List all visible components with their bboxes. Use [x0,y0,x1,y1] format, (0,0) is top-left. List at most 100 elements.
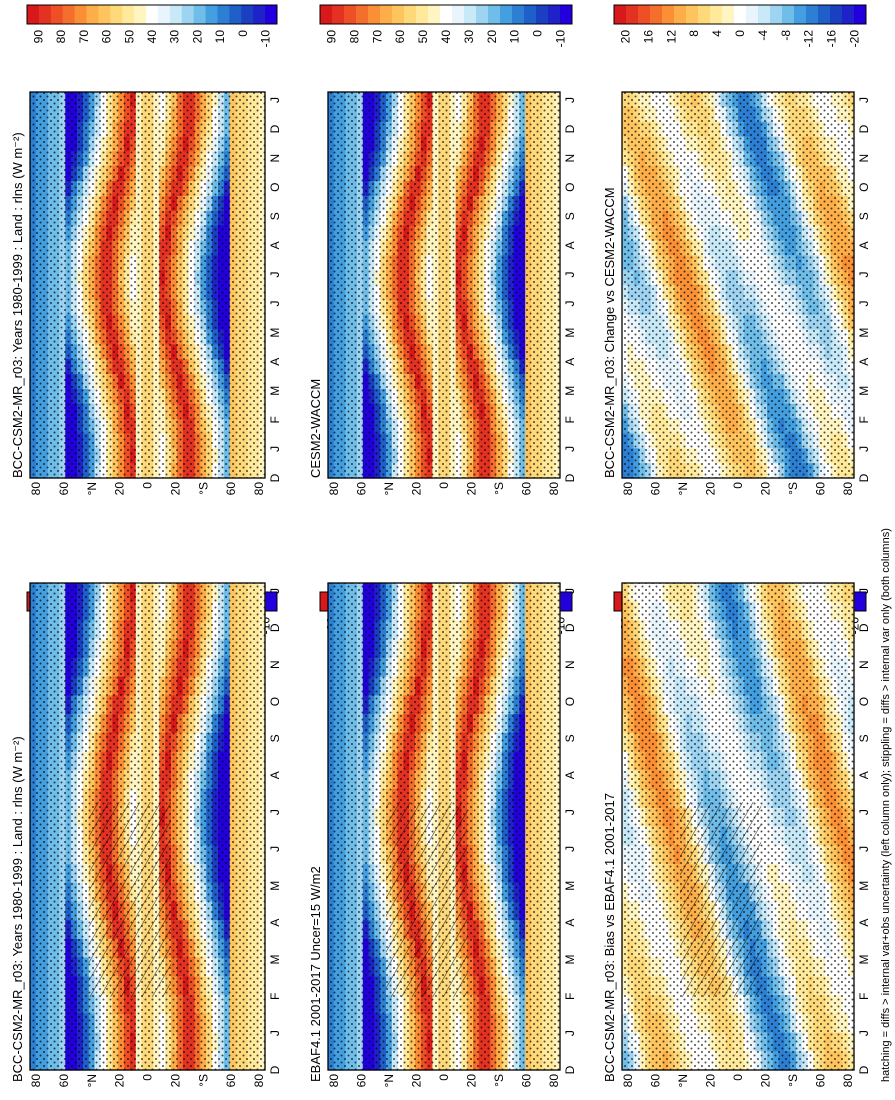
colorbar-tick-label: 10 [213,30,227,44]
colorbar-swatch [794,5,807,24]
lat-tick-label: 20 [113,482,127,496]
colorbar-tick-label: 0 [236,30,250,37]
month-tick-label: J [563,271,577,277]
colorbar-tick-label: 50 [416,30,430,44]
month-tick-label: J [268,846,282,852]
month-tick-label: A [563,919,577,927]
plot-frame [327,91,561,479]
colorbar-tick-label: 20 [190,30,204,44]
month-tick-label: M [563,386,577,396]
panel-title: BCC-CSM2-MR_r03: Years 1980-1999 : Land … [10,132,25,478]
colorbar-tick-label: -10 [259,30,273,48]
month-tick-label: D [563,1065,577,1074]
colorbar-swatch [428,5,441,24]
lat-tick-label: 60 [57,1074,71,1088]
colorbar-swatch [416,5,429,24]
lat-tick-label: °S [196,482,210,495]
colorbar-swatch [854,5,867,24]
colorbar-tick-label: 80 [347,30,361,44]
colorbar-swatch [181,5,195,24]
month-tick-label: A [268,919,282,927]
colorbar-swatch [560,5,573,24]
plot-frame [29,582,266,1071]
lat-tick-label: °N [382,1074,396,1087]
colorbar-tick-label: 50 [122,30,136,44]
lat-tick-label: 80 [547,482,561,496]
lat-tick-label: 80 [327,482,341,496]
lat-tick-label: °S [492,1074,506,1087]
plot-frame [327,582,561,1071]
colorbar-swatch [830,5,843,24]
colorbar-swatch [205,5,218,24]
month-tick-label: J [268,446,282,452]
lat-tick-label: 20 [465,1074,479,1088]
lat-tick-label: °S [492,482,506,495]
colorbar-swatch [614,5,627,24]
colorbar-swatch [440,5,453,24]
month-tick-label: J [563,97,577,103]
colorbar-tick-label: 4 [710,30,724,37]
month-tick-label: A [268,241,282,249]
colorbar-swatch [560,592,573,611]
month-tick-label: S [268,734,282,742]
month-tick-label: M [563,328,577,338]
panel-right-top: BCC-CSM2-MR_r03: Years 1980-1999 : Land … [10,91,282,496]
month-tick-label: N [268,660,282,669]
month-tick-label: J [268,97,282,103]
colorbar-swatch [344,5,357,24]
month-tick-label: F [268,416,282,423]
plot-frame [29,91,266,479]
colorbar-swatch [380,5,393,24]
lat-tick-label: 20 [168,1074,182,1088]
colorbar-swatch [62,5,76,24]
colorbar-swatch [157,5,171,24]
month-tick-label: S [268,212,282,220]
lat-tick-label: 20 [465,482,479,496]
colorbar-tick-label: 30 [168,30,182,44]
month-tick-label: N [563,154,577,163]
colorbar-swatch [842,5,855,24]
colorbar-swatch [110,5,123,24]
colorbar-swatch [626,5,639,24]
stippling-overlay [328,92,560,478]
colorbar-swatch [638,5,651,24]
colorbar-swatch [746,5,759,24]
colorbar-swatch [464,5,477,24]
colorbar-swatch [265,5,278,24]
colorbar-frame [613,4,867,25]
colorbar-swatch [356,5,369,24]
month-tick-label: J [268,809,282,815]
colorbar-tick-label: -8 [779,30,793,41]
month-tick-label: J [563,301,577,307]
colorbar-swatch [686,5,699,24]
lat-tick-label: 60 [224,1074,238,1088]
colorbar-tick-label: -12 [802,30,816,48]
colorbar-swatch [146,5,159,24]
month-tick-label: S [563,734,577,742]
month-tick-label: O [563,183,577,192]
lat-tick-label: 0 [437,482,451,489]
month-tick-label: J [563,588,577,594]
colorbar-swatch [27,5,40,24]
month-tick-label: A [563,241,577,249]
colorbar-tick-label: 90 [324,30,338,44]
colorbar-tick-label: -4 [756,30,770,41]
month-tick-label: D [563,473,577,482]
colorbar-tick-label: 80 [54,30,68,44]
lat-tick-label: 60 [224,482,238,496]
lat-tick-label: 0 [437,1074,451,1081]
lat-tick-label: 0 [141,1074,155,1081]
colorbar-frame [319,4,573,25]
lat-tick-label: °S [196,1074,210,1087]
month-tick-label: J [268,301,282,307]
lat-tick-label: 60 [520,1074,534,1088]
colorbar-tick-label: 0 [531,30,545,37]
month-tick-label: M [563,954,577,964]
colorbar-swatch [500,5,513,24]
colorbar-tick-label: 30 [462,30,476,44]
colorbar-tick-label: 20 [618,30,632,44]
colorbar-tick-label: 8 [687,30,701,37]
colorbar-tick-label: 70 [370,30,384,44]
